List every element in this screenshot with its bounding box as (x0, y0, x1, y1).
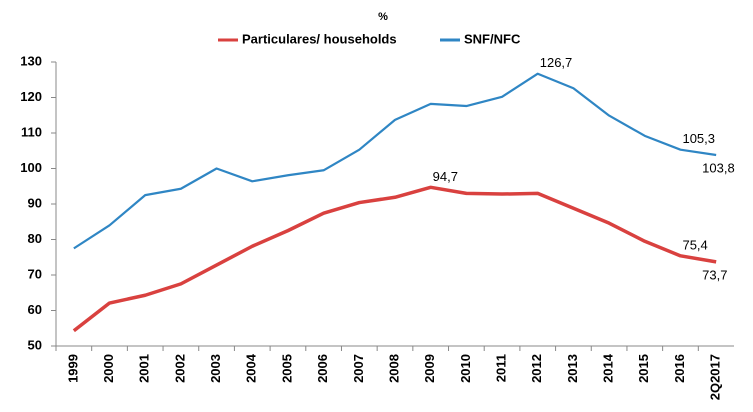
x-tick-label: 2009 (422, 354, 437, 383)
legend-label: Particulares/ households (242, 31, 397, 46)
series-line (72, 185, 717, 333)
x-tick-label: 1999 (65, 354, 80, 383)
y-tick-label: 80 (28, 231, 42, 246)
y-tick-label: 70 (28, 266, 42, 281)
y-tick-label: 60 (28, 302, 42, 317)
chart-title: % (378, 11, 388, 23)
series-line (73, 72, 717, 250)
x-tick-label: 2013 (565, 354, 580, 383)
x-tick-label: 2001 (137, 354, 152, 383)
x-tick-label: 2002 (172, 354, 187, 383)
y-tick-label: 100 (20, 160, 42, 175)
data-label: 126,7 (540, 55, 573, 70)
x-tick-label: 2016 (672, 354, 687, 383)
y-tick-label: 90 (28, 195, 42, 210)
x-tick-label: 2010 (458, 354, 473, 383)
x-tick-label: 2011 (493, 354, 508, 382)
x-tick-label: 2008 (386, 354, 401, 383)
x-tick-label: 2000 (101, 354, 116, 383)
x-tick-label: 2006 (315, 354, 330, 383)
y-tick-label: 120 (20, 89, 42, 104)
data-label: 73,7 (702, 267, 727, 282)
x-tick-label: 2007 (351, 354, 366, 383)
data-label: 105,3 (682, 131, 715, 146)
x-tick-label: 2005 (279, 354, 294, 383)
data-label: 103,8 (702, 160, 735, 175)
x-tick-label: 2003 (208, 354, 223, 383)
data-label: 94,7 (433, 169, 458, 184)
y-tick-label: 130 (20, 53, 42, 68)
x-tick-label: 2014 (601, 353, 616, 383)
x-tick-label: 2004 (244, 353, 259, 383)
data-label: 75,4 (682, 237, 707, 252)
x-tick-label: 2Q2017 (708, 354, 723, 400)
legend-label: SNF/NFC (464, 31, 521, 46)
y-tick-label: 110 (21, 124, 42, 139)
y-tick-label: 50 (28, 337, 42, 352)
x-tick-label: 2012 (529, 354, 544, 383)
x-tick-label: 2015 (636, 354, 651, 383)
